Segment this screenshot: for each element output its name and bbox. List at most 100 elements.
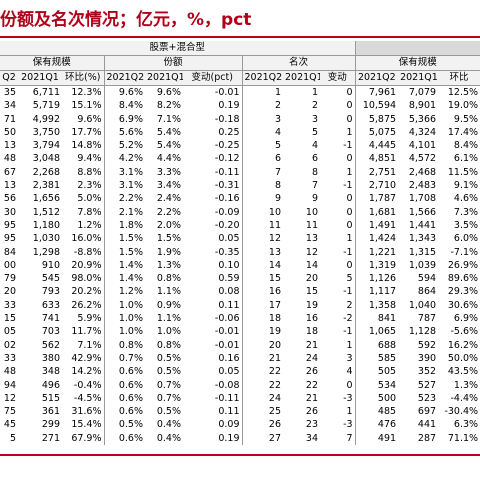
cell: 34 <box>3 100 16 112</box>
cell: 95 <box>3 233 16 245</box>
cell: 1.1% <box>156 286 181 298</box>
cell: 741 <box>41 313 60 325</box>
cell: 5,366 <box>408 113 437 125</box>
cell: 25 <box>268 406 281 418</box>
cell: 1.8% <box>118 219 143 231</box>
cell: 2.0% <box>156 219 181 231</box>
cell: 1,126 <box>368 273 397 285</box>
cell: -8.8% <box>62 245 105 259</box>
cell: 21 <box>305 392 318 404</box>
cell: -0.11 <box>183 391 243 406</box>
cell: 26 <box>268 419 281 431</box>
cell: 1.4% <box>118 273 143 285</box>
cell: 3 <box>320 351 356 366</box>
cell: 1,319 <box>368 259 397 271</box>
title: 份额及名次情况；亿元，%，pct <box>0 10 252 30</box>
cell: 50 <box>3 126 16 138</box>
cell: -1 <box>320 245 356 259</box>
cell: 2,710 <box>368 180 397 192</box>
cell: 14 <box>268 259 281 271</box>
column-header: 环比 <box>438 70 480 86</box>
cell: 13 <box>305 233 318 245</box>
cell: 31.6% <box>62 405 105 419</box>
cell: 1,566 <box>408 206 437 218</box>
cell: 8.8% <box>62 165 105 180</box>
cell: 2,381 <box>32 180 60 192</box>
cell: 20 <box>3 286 16 298</box>
table-row: 71 4,992 9.6% 6.9% 7.1% -0.18 3 3 0 5,875 5,366 9.5… <box>0 112 480 126</box>
cell: 1.0% <box>156 326 181 338</box>
cell: 3.1% <box>118 180 143 192</box>
table-row: 94 496 -0.4% 0.6% 0.7% -0.08 22 22 0 534 527 1.3% <box>0 378 480 392</box>
cell: -0.08 <box>183 378 243 392</box>
cell: 0.5% <box>118 419 143 431</box>
cell: 16.0% <box>62 232 105 246</box>
cell: 20.9% <box>62 258 105 273</box>
cell: 505 <box>377 366 397 378</box>
cell: 45 <box>3 419 16 431</box>
cell: -3 <box>320 418 356 432</box>
cell: 0.8% <box>156 273 181 285</box>
cell: -1 <box>320 179 356 193</box>
cell: 1.9% <box>156 246 181 258</box>
table-row: 13 2,381 2.3% 3.1% 3.4% -0.31 8 7 -1 2,710 2,483 9.… <box>0 179 480 193</box>
cell: 05 <box>3 326 16 338</box>
cell: 1.2% <box>118 286 143 298</box>
cell: 9 <box>311 193 318 205</box>
cell: 75 <box>3 406 16 418</box>
cell: 48 <box>3 153 16 165</box>
table-row: 13 3,794 14.8% 5.2% 5.4% -0.25 5 4 -1 4,445 4,101 8… <box>0 139 480 153</box>
cell: 18 <box>268 313 281 325</box>
cell: 0 <box>320 218 356 233</box>
cell: 10,594 <box>362 100 397 112</box>
cell: 22 <box>305 379 318 391</box>
cell: 20 <box>268 339 281 351</box>
cell: 13 <box>268 246 281 258</box>
cell: 0.09 <box>183 418 243 432</box>
cell: 0 <box>320 112 356 126</box>
cell: 361 <box>41 406 60 418</box>
cell: 1,117 <box>368 286 397 298</box>
column-header: 2021Q1 <box>18 70 62 86</box>
cell: 95 <box>3 219 16 231</box>
cell: 9.4% <box>62 152 105 166</box>
cell: 19 <box>305 299 318 311</box>
cell: 22 <box>268 379 281 391</box>
cell: -0.01 <box>183 85 243 100</box>
cell: -4.5% <box>62 391 105 406</box>
cell: 2 <box>274 100 281 112</box>
cell: 3,048 <box>32 153 60 165</box>
cell: 476 <box>377 419 397 431</box>
cell: 0.19 <box>183 99 243 113</box>
cell: 84 <box>3 246 16 258</box>
column-header: 2021Q2 <box>355 70 399 86</box>
cell: 29.3% <box>447 286 479 298</box>
cell: 1.0% <box>118 313 143 325</box>
cell: 1,030 <box>32 233 60 245</box>
cell: 42.9% <box>62 351 105 366</box>
cell: 0.7% <box>156 379 181 391</box>
cell: 352 <box>417 366 437 378</box>
cell: 7,961 <box>368 87 397 98</box>
cell: 9.6% <box>118 87 143 98</box>
cell: 00 <box>3 259 16 271</box>
cell: 0 <box>320 378 356 392</box>
cell: 485 <box>377 406 397 418</box>
cell: 5 <box>320 272 356 286</box>
subheader: 名次 <box>242 55 356 71</box>
cell: 592 <box>417 339 437 351</box>
cell: 17.4% <box>447 126 479 138</box>
cell: 0.11 <box>183 298 243 313</box>
table-row: 05 703 11.7% 1.0% 1.0% -0.01 19 18 -1 1,065 1,128-… <box>0 325 480 339</box>
cell: 348 <box>41 366 60 378</box>
cell: -0.12 <box>183 152 243 166</box>
table-row: 5 271 67.9% 0.6% 0.4% 0.19 27 34 7 491 287 71.1% <box>0 431 480 446</box>
table-row: 67 2,268 8.8% 3.1% 3.3% -0.11 7 8 1 2,751 2,468 11.… <box>0 165 480 180</box>
cell: 1 <box>274 87 281 98</box>
cell: 380 <box>41 352 60 364</box>
cell: 1,358 <box>368 299 397 311</box>
cell: 6,711 <box>32 87 60 98</box>
cell: 3.4% <box>156 180 181 192</box>
cell: 56 <box>3 193 16 205</box>
cell: 3,794 <box>32 140 60 152</box>
